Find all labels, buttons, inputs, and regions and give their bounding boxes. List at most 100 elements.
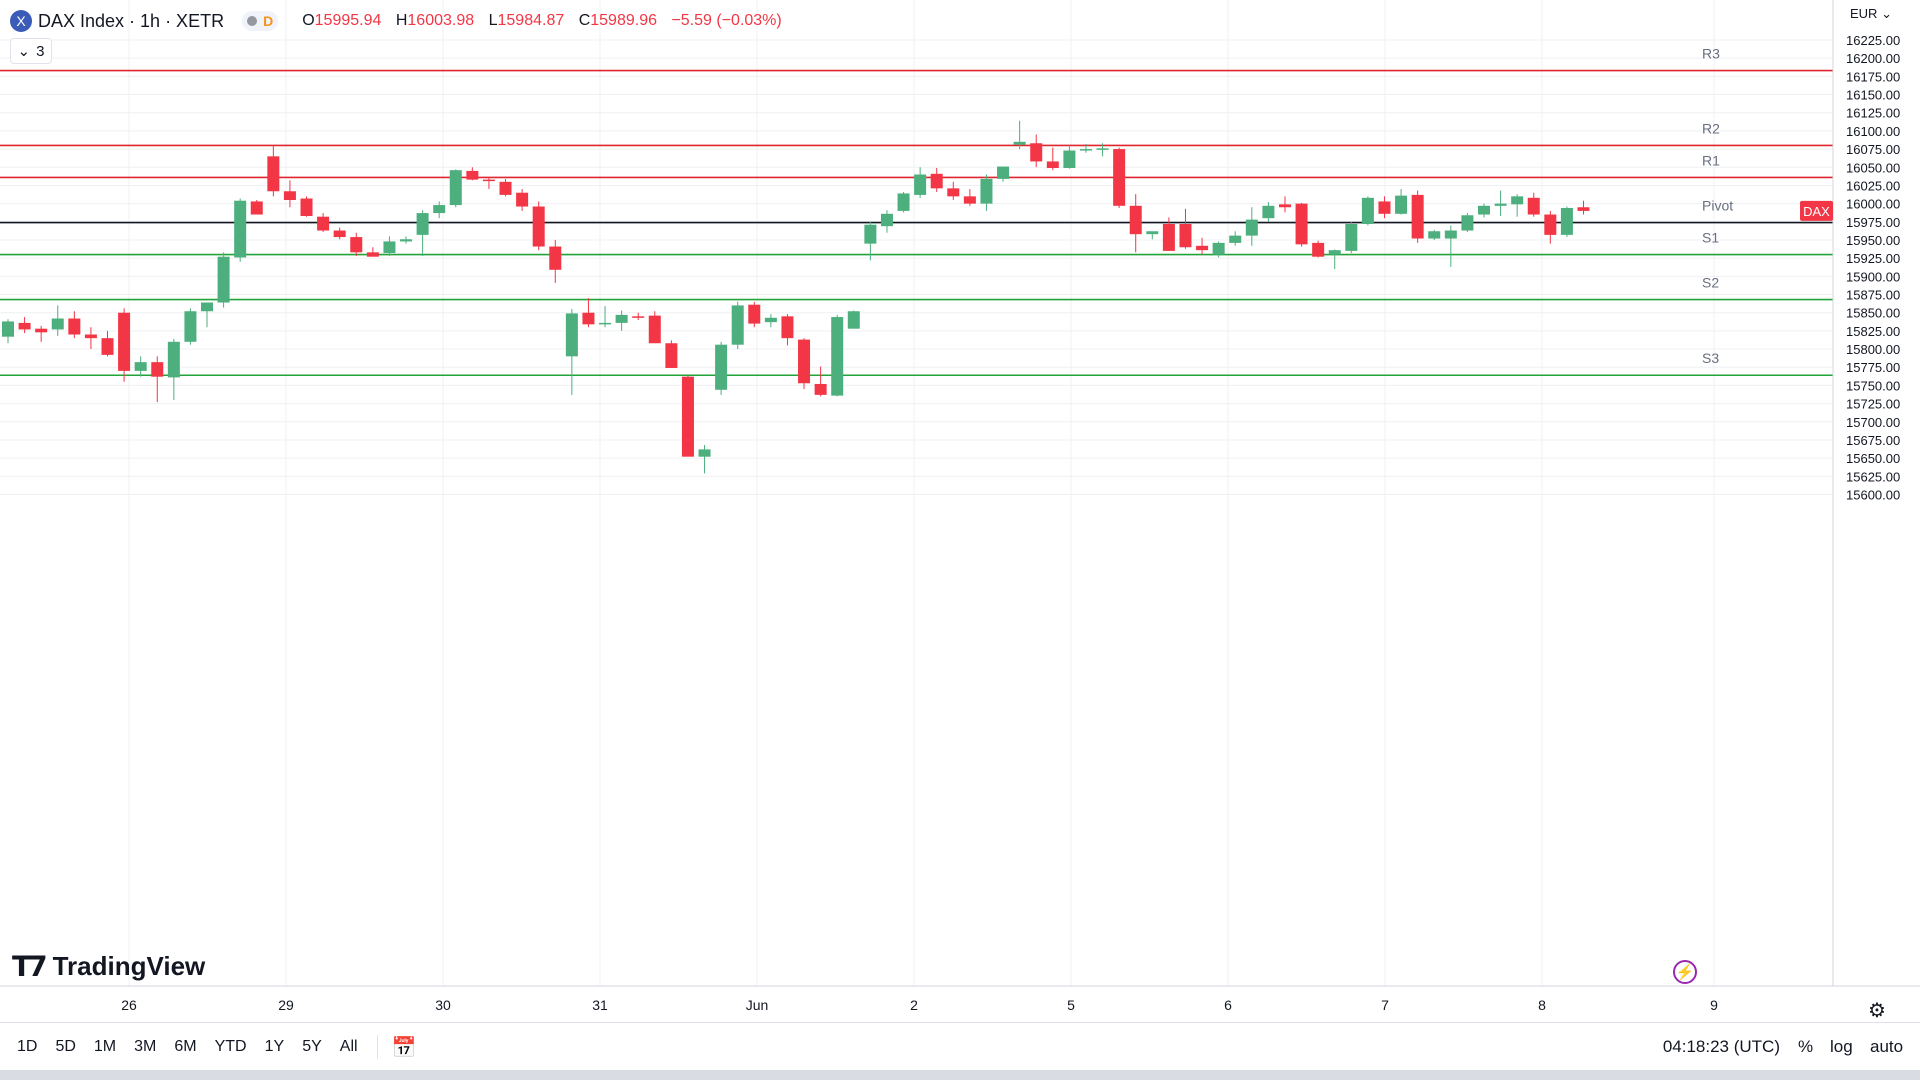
toolbar-divider	[376, 1035, 378, 1059]
candle	[963, 189, 976, 206]
range-5d-button[interactable]: 5D	[55, 1038, 76, 1055]
market-status-badge[interactable]: D	[242, 11, 279, 31]
candle	[1461, 213, 1474, 232]
level-label-r1: R1	[1702, 152, 1720, 168]
candle	[283, 180, 296, 208]
ohlc-values: O15995.94 H16003.98 L15984.87 C15989.96 …	[302, 12, 782, 30]
range-all-button[interactable]: All	[339, 1038, 358, 1055]
candle-body	[1212, 242, 1225, 255]
candle-body	[798, 339, 811, 384]
symbol-title[interactable]: DAX Index · 1h · XETR	[38, 10, 225, 31]
last-price-tag	[1800, 200, 1833, 221]
calendar-goto-icon[interactable]: 📅	[391, 1036, 417, 1059]
log-toggle[interactable]: log	[1830, 1037, 1853, 1056]
candle	[1262, 202, 1275, 222]
utc-clock[interactable]: 04:18:23 (UTC)	[1662, 1037, 1780, 1056]
candle	[1096, 143, 1109, 157]
high-value: 16003.98	[407, 12, 475, 29]
currency-selector[interactable]: EUR ⌄	[1850, 6, 1892, 22]
candle-body	[1196, 245, 1209, 251]
candle-body	[1378, 201, 1391, 214]
close-label: C	[578, 12, 591, 29]
candle	[482, 177, 495, 190]
candle-body	[1013, 141, 1026, 145]
candle-body	[300, 198, 313, 216]
candle-body	[1179, 223, 1192, 248]
candle	[184, 308, 197, 345]
candle	[665, 340, 678, 368]
candle	[51, 305, 64, 336]
candle	[217, 252, 230, 308]
range-3m-button[interactable]: 3M	[134, 1038, 157, 1055]
candle-body	[1328, 250, 1341, 255]
open-value: 15995.94	[314, 12, 382, 29]
range-ytd-button[interactable]: YTD	[214, 1038, 247, 1055]
candle-body	[416, 213, 429, 235]
percent-toggle[interactable]: %	[1798, 1037, 1814, 1056]
candle	[814, 366, 827, 397]
auto-toggle[interactable]: auto	[1870, 1037, 1904, 1056]
candle-body	[1262, 205, 1275, 219]
range-1d-button[interactable]: 1D	[17, 1038, 38, 1055]
candle-body	[134, 362, 147, 371]
range-5y-button[interactable]: 5Y	[302, 1038, 322, 1055]
candle	[715, 341, 728, 395]
candle-body	[118, 312, 131, 371]
candle	[1129, 194, 1142, 253]
candle-body	[1395, 195, 1408, 214]
x-tick-label: 9	[1710, 997, 1718, 1013]
candle-body	[1560, 207, 1573, 235]
candle-body	[184, 311, 197, 342]
candle	[516, 189, 529, 211]
candle-body	[1361, 197, 1374, 224]
candle-body	[267, 156, 280, 192]
candle	[947, 181, 960, 200]
candle	[1196, 237, 1209, 255]
candle-body	[632, 316, 645, 318]
x-tick-label: 5	[1067, 997, 1075, 1013]
y-tick-label: 15850.00	[1846, 306, 1900, 321]
y-tick-label: 16025.00	[1846, 178, 1900, 193]
candle	[997, 166, 1010, 182]
candle-body	[84, 334, 97, 339]
candle-body	[1312, 242, 1325, 257]
y-tick-label: 15700.00	[1846, 415, 1900, 430]
y-tick-label: 15925.00	[1846, 251, 1900, 266]
candle	[897, 191, 910, 213]
candle	[118, 308, 131, 382]
candle	[1494, 190, 1507, 216]
candle	[1361, 196, 1374, 226]
candle-body	[283, 191, 296, 200]
delayed-data-label: D	[263, 13, 274, 29]
candle	[416, 210, 429, 256]
price-chart[interactable]: R3 R2 R1 Pivot S1 S2 S3 16225.00 16200.00 16175.…	[0, 0, 1920, 1022]
candle	[549, 239, 562, 283]
candle-body	[847, 311, 860, 329]
candle	[1162, 217, 1175, 251]
candle-body	[433, 205, 446, 214]
candle	[267, 145, 280, 197]
symbol-legend: X DAX Index · 1h · XETR D O15995.94 H160…	[10, 8, 782, 34]
candle	[1312, 240, 1325, 258]
x-tick-label: 6	[1224, 997, 1232, 1013]
range-6m-button[interactable]: 6M	[174, 1038, 197, 1055]
candle-body	[582, 312, 595, 325]
range-1y-button[interactable]: 1Y	[264, 1038, 285, 1055]
candle	[134, 356, 147, 377]
candle-body	[665, 343, 678, 368]
lightning-icon[interactable]: ⚡	[1673, 960, 1697, 984]
range-1m-button[interactable]: 1M	[93, 1038, 117, 1055]
candle	[582, 298, 595, 328]
candle	[632, 312, 645, 320]
change-value: −5.59 (−0.03%)	[671, 12, 782, 29]
chevron-down-icon: ⌄	[1877, 6, 1892, 21]
candle	[798, 338, 811, 390]
x-tick-label: Jun	[746, 997, 769, 1013]
indicators-toggle-button[interactable]: ⌄ 3	[10, 38, 52, 64]
candle	[1013, 120, 1026, 150]
candle-body	[167, 341, 180, 378]
tradingview-logo[interactable]: 𝗧𝟳 TradingView	[12, 950, 205, 983]
candle-body	[234, 200, 247, 258]
gear-icon[interactable]: ⚙	[1868, 1000, 1886, 1022]
